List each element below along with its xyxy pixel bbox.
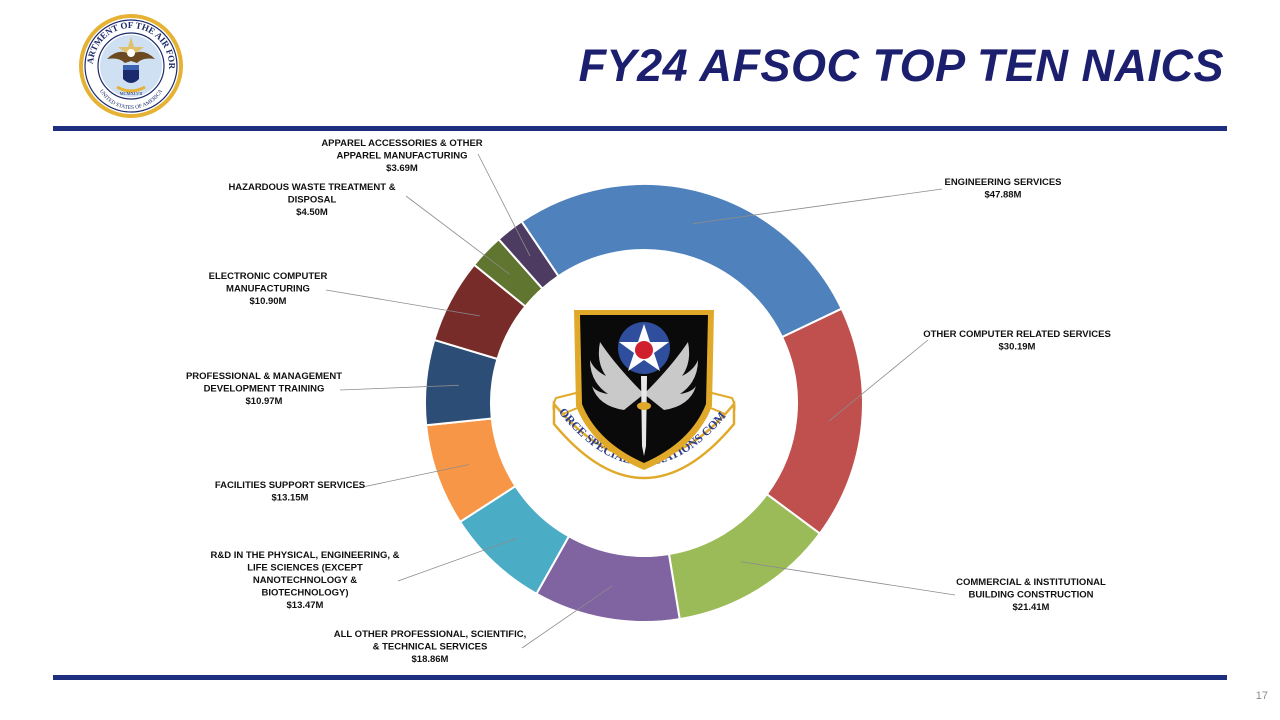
seal-year: MCMXLVII bbox=[120, 91, 143, 96]
slice-label: ELECTRONIC COMPUTER MANUFACTURING $10.90M bbox=[209, 271, 328, 307]
slice-label: APPAREL ACCESSORIES & OTHER APPAREL MANUF… bbox=[321, 138, 482, 174]
slice-label: COMMERCIAL & INSTITUTIONAL BUILDING CONST… bbox=[956, 577, 1106, 613]
page-title: FY24 AFSOC TOP TEN NAICS bbox=[578, 40, 1224, 91]
leader-line bbox=[405, 195, 510, 275]
slice-label: OTHER COMPUTER RELATED SERVICES $30.19M bbox=[923, 329, 1111, 353]
leader-line bbox=[357, 464, 469, 489]
slice-label: HAZARDOUS WASTE TREATMENT & DISPOSAL $4.50… bbox=[228, 182, 395, 218]
slice-label: PROFESSIONAL & MANAGEMENT DEVELOPMENT TRA… bbox=[186, 371, 342, 407]
footer-divider bbox=[53, 675, 1227, 680]
leader-line bbox=[740, 561, 956, 596]
leader-line bbox=[828, 339, 929, 422]
slice-label: R&D IN THE PHYSICAL, ENGINEERING, & LIFE … bbox=[211, 550, 400, 611]
donut-slice bbox=[765, 307, 864, 535]
page-number: 17 bbox=[1255, 690, 1268, 702]
leader-line bbox=[521, 585, 612, 649]
leader-line bbox=[397, 538, 517, 582]
slice-label: ENGINEERING SERVICES $47.88M bbox=[944, 177, 1061, 201]
slice-label: ALL OTHER PROFESSIONAL, SCIENTIFIC, & TEC… bbox=[334, 629, 526, 665]
afsoc-emblem-logo: AIR FORCE SPECIAL OPERATIONS COMMAND bbox=[546, 306, 736, 480]
leader-line bbox=[339, 384, 459, 391]
leader-line bbox=[477, 153, 531, 257]
leader-line bbox=[325, 289, 480, 317]
donut-slice bbox=[497, 220, 560, 290]
header-divider bbox=[53, 126, 1227, 131]
slice-label: FACILITIES SUPPORT SERVICES $13.15M bbox=[215, 480, 365, 504]
leader-line bbox=[692, 188, 943, 224]
air-force-seal-logo: DEPARTMENT OF THE AIR FORCE UNITED STATE… bbox=[77, 13, 183, 118]
donut-slice bbox=[520, 183, 843, 339]
